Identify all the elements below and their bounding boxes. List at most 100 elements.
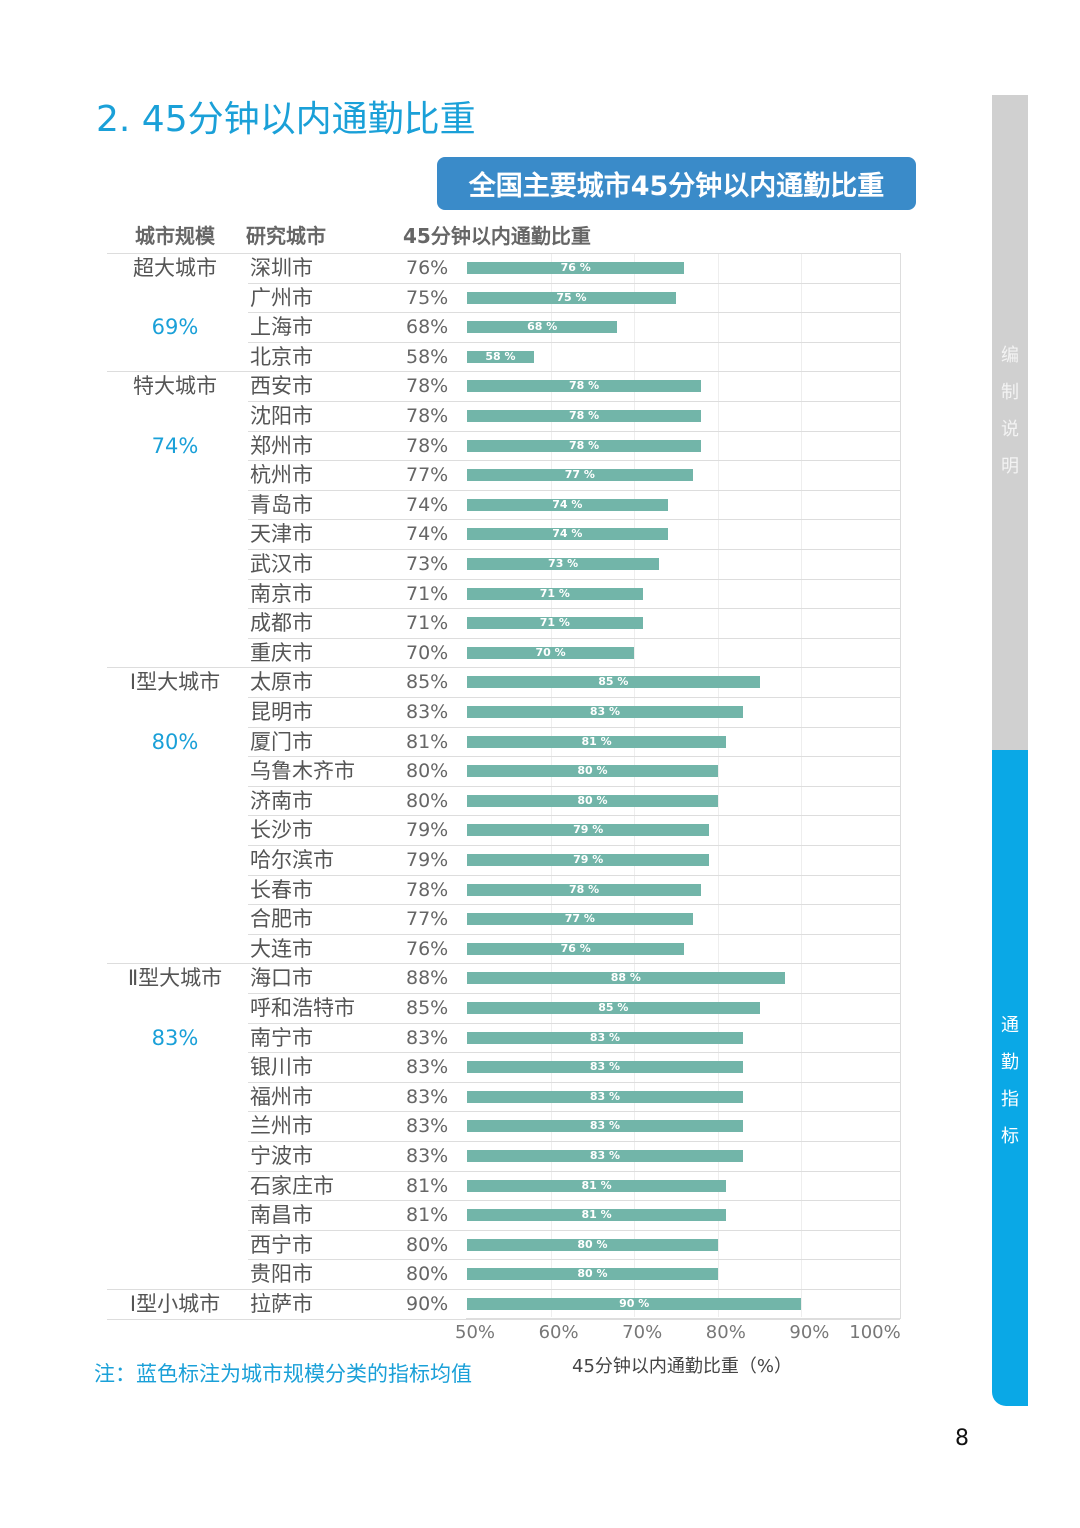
- row-divider: [248, 815, 900, 817]
- sidebar-text-char: 说: [1001, 419, 1019, 440]
- row-divider: [248, 1229, 900, 1231]
- bar: 74 %: [467, 498, 668, 511]
- group-average: 83%: [151, 1025, 199, 1050]
- bar: 79 %: [467, 854, 710, 866]
- city-value: 80%: [406, 1263, 449, 1286]
- city-name: 石家庄市: [250, 1173, 334, 1198]
- city-value: 77%: [406, 908, 449, 931]
- city-value: 78%: [406, 434, 449, 457]
- bar: 78 %: [467, 883, 702, 896]
- city-value: 76%: [406, 257, 449, 279]
- city-value: 73%: [406, 553, 449, 575]
- group-divider: [107, 667, 900, 669]
- bar: 83 %: [467, 1031, 743, 1044]
- group-label: Ⅱ型大城市: [127, 966, 223, 991]
- city-value: 85%: [406, 671, 449, 694]
- row-divider: [248, 1141, 900, 1142]
- city-name: 长沙市: [250, 818, 313, 843]
- bar: 85 %: [467, 676, 760, 689]
- city-value: 83%: [406, 1145, 449, 1167]
- sidebar-text-char: 制: [1001, 382, 1019, 403]
- row-divider: [248, 519, 900, 521]
- city-value: 80%: [406, 789, 449, 812]
- city-name: 厦门市: [250, 729, 313, 754]
- row-divider: [248, 697, 900, 698]
- row-divider: [248, 608, 900, 610]
- row-divider: [248, 726, 900, 728]
- city-name: 南京市: [250, 581, 313, 606]
- x-tick-label: 80%: [705, 1322, 746, 1343]
- bar: 88 %: [467, 972, 785, 985]
- city-name: 昆明市: [250, 700, 313, 724]
- row-divider: [248, 430, 900, 432]
- bar: 83 %: [467, 1120, 743, 1133]
- sidebar-text-char: 指: [1001, 1089, 1019, 1110]
- bar: 78 %: [467, 380, 702, 393]
- bar: 85 %: [467, 1002, 760, 1014]
- x-tick-label: 70%: [622, 1322, 663, 1343]
- bar: 81 %: [467, 1179, 727, 1192]
- city-name: 成都市: [250, 611, 313, 636]
- group-divider: [107, 1289, 900, 1290]
- city-value: 74%: [406, 523, 449, 546]
- city-name: 乌鲁木齐市: [250, 759, 355, 784]
- bar: 81 %: [467, 1209, 727, 1222]
- header-value: 45分钟以内通勤比重: [403, 224, 591, 248]
- city-value: 70%: [406, 641, 449, 664]
- bar: 68 %: [467, 321, 618, 334]
- city-value: 75%: [406, 286, 449, 309]
- x-tick-label: 100%: [849, 1322, 901, 1343]
- group-average: 74%: [151, 433, 199, 458]
- city-value: 78%: [406, 878, 449, 901]
- x-axis-label: 45分钟以内通勤比重（%）: [572, 1356, 793, 1377]
- group-label: Ⅰ型大城市: [129, 670, 221, 695]
- group-divider: [107, 963, 900, 965]
- city-value: 78%: [406, 375, 449, 398]
- row-divider: [248, 460, 900, 462]
- group-label: 超大城市: [133, 256, 217, 280]
- city-name: 北京市: [250, 344, 313, 369]
- sidebar-text-char: 标: [1001, 1126, 1019, 1147]
- city-name: 兰州市: [250, 1114, 313, 1139]
- city-name: 太原市: [250, 670, 313, 695]
- city-name: 合肥市: [250, 907, 313, 932]
- row-divider: [248, 401, 900, 402]
- city-value: 76%: [406, 937, 449, 960]
- city-value: 68%: [406, 316, 449, 339]
- row-divider: [248, 845, 900, 846]
- bar: 58 %: [467, 350, 534, 363]
- city-value: 83%: [406, 1026, 449, 1049]
- city-value: 83%: [406, 1085, 449, 1108]
- city-name: 南昌市: [250, 1203, 313, 1228]
- row-divider: [248, 1022, 900, 1024]
- x-tick-label: 50%: [454, 1322, 496, 1343]
- bar: 71 %: [467, 587, 643, 600]
- sidebar-tab-active[interactable]: [992, 750, 1028, 1406]
- city-name: 广州市: [250, 285, 313, 310]
- page-number: 8: [955, 1426, 969, 1451]
- bar: 75 %: [467, 291, 676, 304]
- sidebar-text-char: 编: [1001, 345, 1019, 366]
- bar: 83 %: [467, 1061, 743, 1074]
- bar: 80 %: [467, 1268, 718, 1281]
- row-divider: [248, 1170, 900, 1172]
- city-value: 88%: [406, 967, 449, 990]
- city-value: 74%: [406, 493, 449, 516]
- sidebar-tab-inactive[interactable]: [992, 95, 1028, 765]
- city-name: 深圳市: [250, 256, 313, 280]
- city-value: 85%: [406, 997, 449, 1019]
- row-divider: [248, 1052, 900, 1054]
- header-city: 研究城市: [246, 224, 326, 248]
- bar: 83 %: [467, 1090, 743, 1103]
- bar: 78 %: [467, 439, 702, 452]
- city-name: 哈尔滨市: [250, 848, 334, 872]
- row-divider: [248, 874, 900, 876]
- city-value: 80%: [406, 1233, 449, 1256]
- bar: 78 %: [467, 410, 702, 422]
- bottom-border: [107, 1318, 900, 1320]
- city-value: 81%: [406, 1204, 449, 1227]
- city-value: 83%: [406, 701, 449, 723]
- city-name: 大连市: [250, 936, 313, 961]
- city-name: 天津市: [250, 522, 313, 547]
- city-name: 青岛市: [250, 492, 313, 517]
